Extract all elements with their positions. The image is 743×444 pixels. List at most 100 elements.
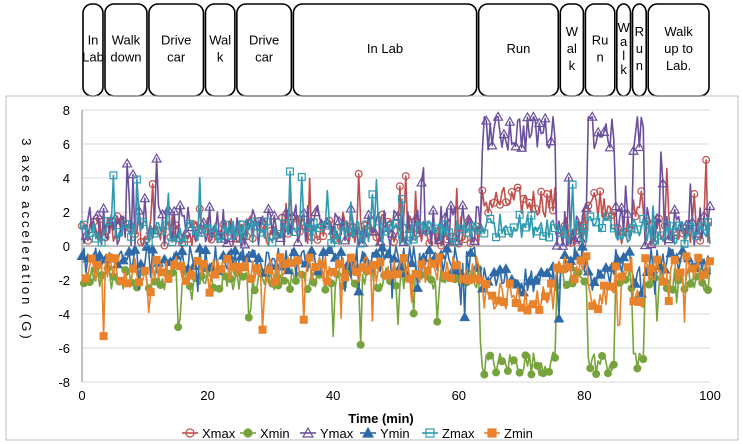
activity-label: Walk [112,33,141,48]
x-axis-title: Time (min) [348,411,414,426]
data-point [610,200,622,211]
activity-label: Ru [592,33,609,48]
data-point [562,230,571,239]
chart-border [5,95,739,441]
data-point [81,274,90,283]
data-point [618,251,630,262]
activity-label: R [635,24,644,39]
activity-label: In Lab [367,41,403,56]
series-zmin [81,252,714,341]
data-point [374,284,383,293]
data-point [527,111,539,121]
data-point [339,234,351,245]
data-point [553,312,565,323]
data-point [484,208,493,217]
data-point [522,111,533,122]
data-point [250,217,259,226]
data-point [129,264,138,273]
activity-label: W [566,24,579,39]
data-point [417,260,426,269]
data-point [670,255,679,264]
data-point [313,235,322,244]
data-point [256,228,265,237]
data-point [647,264,656,273]
data-point [622,208,634,218]
legend-label: Zmax [442,426,475,441]
data-point [525,198,534,207]
data-point [441,242,453,253]
data-point [99,332,108,341]
data-point [598,223,607,232]
data-point [639,355,648,364]
data-point [435,253,444,262]
data-point [368,226,380,236]
y-tick-label: 0 [63,239,70,254]
data-point [93,261,102,270]
activity-label: a [620,34,628,49]
data-point [680,285,689,294]
x-tick-label: 20 [200,388,214,403]
data-point [150,229,159,238]
data-point [580,223,589,232]
data-point [121,157,133,168]
data-point [238,272,247,281]
data-point [437,241,446,250]
data-point [592,370,601,379]
data-point [564,263,573,272]
data-point [411,270,420,279]
data-point [168,238,177,247]
data-point [144,238,153,247]
activity-label: down [110,50,141,65]
data-point [393,270,402,279]
legend-swatch-marker [425,428,435,438]
data-point [704,218,713,227]
data-point [511,299,520,308]
data-point [686,279,695,288]
data-point [401,172,410,181]
data-point [380,222,392,232]
legend-item-xmax: Xmax [182,426,236,441]
data-point [280,219,289,228]
data-point [668,222,677,231]
data-point [329,267,338,276]
data-point [409,309,418,318]
data-point [557,240,569,250]
data-point [482,280,491,289]
data-point [263,203,274,213]
data-point [519,194,528,203]
data-point [505,279,514,288]
activity-label: n [636,58,643,73]
data-point [551,240,563,250]
data-point [368,190,377,199]
data-point [515,368,524,377]
data-point [586,364,595,373]
legend-label: Xmin [260,426,290,441]
data-point [346,253,355,262]
data-point [111,254,120,263]
data-point [229,245,241,255]
legend-swatch-marker [185,428,195,438]
data-point [433,317,442,326]
data-point [115,228,124,237]
data-point [98,202,110,213]
data-point [444,228,453,237]
data-point [244,313,253,322]
data-point [462,228,471,237]
data-point [651,236,660,245]
data-point [340,273,349,282]
data-point [191,227,200,236]
data-point [200,244,212,255]
data-point [250,286,259,295]
data-point [704,200,716,211]
data-point [80,230,92,240]
data-point [446,274,455,283]
data-point [162,203,174,214]
data-point [635,298,644,307]
data-point [423,266,432,275]
data-point [147,243,159,254]
data-point [616,202,628,212]
data-point [686,222,695,231]
data-point [598,351,607,360]
data-point [633,141,645,152]
data-point [364,266,373,275]
